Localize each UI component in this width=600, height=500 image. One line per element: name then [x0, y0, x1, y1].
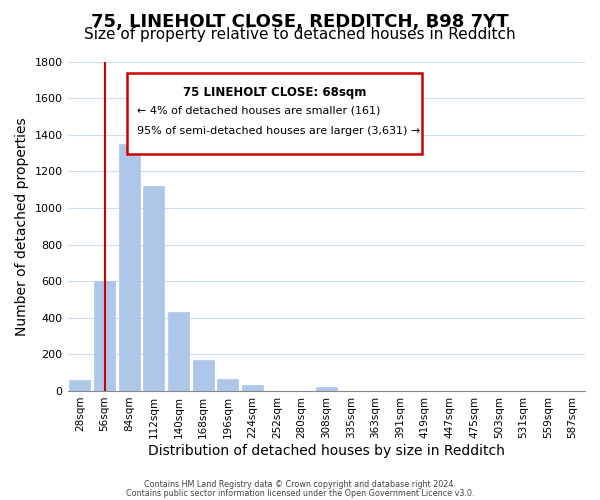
Bar — [70, 380, 91, 391]
Text: 75, LINEHOLT CLOSE, REDDITCH, B98 7YT: 75, LINEHOLT CLOSE, REDDITCH, B98 7YT — [91, 12, 509, 30]
Bar — [316, 388, 337, 391]
Bar — [94, 281, 115, 391]
Bar — [217, 379, 238, 391]
X-axis label: Distribution of detached houses by size in Redditch: Distribution of detached houses by size … — [148, 444, 505, 458]
Bar — [242, 384, 263, 391]
Text: 75 LINEHOLT CLOSE: 68sqm: 75 LINEHOLT CLOSE: 68sqm — [183, 86, 366, 99]
Text: 95% of semi-detached houses are larger (3,631) →: 95% of semi-detached houses are larger (… — [137, 126, 421, 136]
Bar — [193, 360, 214, 391]
Bar — [168, 312, 189, 391]
Text: Contains HM Land Registry data © Crown copyright and database right 2024.: Contains HM Land Registry data © Crown c… — [144, 480, 456, 489]
Text: Contains public sector information licensed under the Open Government Licence v3: Contains public sector information licen… — [126, 488, 474, 498]
FancyBboxPatch shape — [127, 73, 422, 154]
Y-axis label: Number of detached properties: Number of detached properties — [15, 117, 29, 336]
Bar — [143, 186, 164, 391]
Text: Size of property relative to detached houses in Redditch: Size of property relative to detached ho… — [84, 28, 516, 42]
Bar — [119, 144, 140, 391]
Text: ← 4% of detached houses are smaller (161): ← 4% of detached houses are smaller (161… — [137, 106, 381, 116]
